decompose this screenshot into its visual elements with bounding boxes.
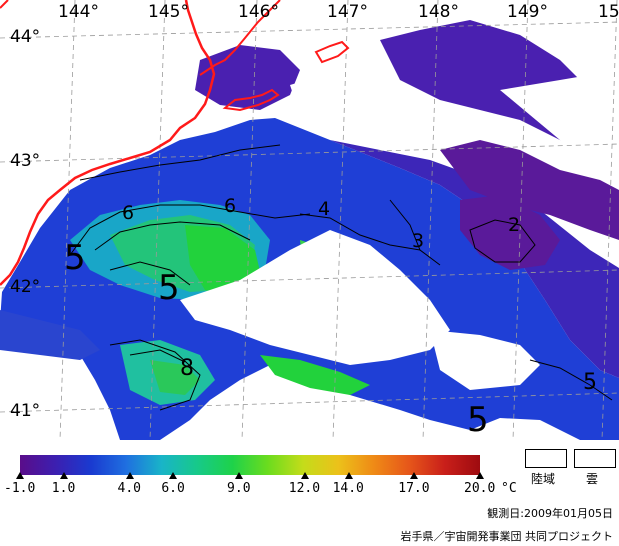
lon-label: 145° [148, 2, 189, 22]
temperature-colorbar [20, 455, 480, 475]
lat-label: 43° [10, 151, 41, 171]
graticule [0, 0, 619, 440]
contour-label: 6 [122, 202, 135, 224]
colorbar-tick [169, 472, 178, 479]
sst-warm-core [185, 225, 262, 295]
sst-map [0, 0, 619, 440]
coastline-island [314, 40, 350, 64]
contour-label: 5 [158, 268, 180, 308]
sst-northeast-patch [440, 140, 619, 240]
coastline-island [0, 0, 9, 9]
lon-label: 149° [507, 2, 548, 22]
lon-label: 144° [58, 2, 99, 22]
credit-line: 岩手県／宇宙開発事業団 共同プロジェクト [400, 530, 614, 543]
contour-label: 5 [583, 370, 597, 395]
observation-date: 観測日:2009年01月05日 [487, 507, 613, 520]
colorbar-tick [410, 472, 419, 479]
isotherm-contours [69, 144, 613, 411]
sst-warm-streamer [260, 355, 370, 395]
cloud-region [0, 0, 175, 140]
cloud-legend-label: 雲 [586, 472, 599, 486]
contour-label: 5 [64, 238, 86, 278]
contour-label: 8 [180, 356, 194, 381]
cloud-region [180, 230, 450, 365]
coastline-island [222, 88, 280, 112]
colorbar-tick [235, 472, 244, 479]
lon-label: 146° [238, 2, 279, 22]
colorbar-tick [125, 472, 134, 479]
cloud-legend-swatch [574, 449, 616, 468]
colorbar-tick-label: 14.0 [332, 481, 364, 496]
colorbar-tick-label: 12.0 [288, 481, 321, 496]
lon-label: 147° [327, 2, 368, 22]
colorbar-tick-label: 17.0 [398, 481, 430, 496]
temperature-unit: °C [501, 481, 517, 496]
contour-label: 4 [318, 198, 331, 220]
colorbar-tick-label: 6.0 [161, 481, 185, 496]
lon-label: 15 [598, 2, 619, 22]
sst-southwest-patch [0, 310, 100, 360]
contour-label: 2 [508, 214, 521, 236]
colorbar-tick-label: 9.0 [227, 481, 251, 496]
colorbar-tick-label: 20.0 [464, 481, 496, 496]
cloud-region [430, 330, 540, 390]
colorbar-gradient [20, 455, 480, 475]
coastline-shiretoko [199, 0, 281, 76]
colorbar-tick [16, 472, 24, 479]
colorbar-tick-label: -1.0 [4, 481, 36, 496]
sst-warm-streamer [150, 360, 200, 395]
contour-label: 6 [224, 195, 237, 217]
land-legend-swatch [525, 449, 567, 468]
colorbar-tick-label: 1.0 [51, 481, 76, 496]
coastline-hokkaido [0, 0, 216, 286]
cloud-region [290, 70, 400, 130]
colorbar-tick [59, 472, 68, 479]
contour-label: 5 [467, 400, 489, 440]
colorbar-tick [344, 472, 353, 479]
land-legend-label: 陸域 [531, 472, 556, 486]
colorbar-tick-label: 4.0 [117, 481, 141, 496]
colorbar-tick [476, 472, 484, 479]
lat-label: 42° [10, 277, 41, 297]
lat-label: 44° [10, 27, 41, 47]
contour-label: 3 [412, 230, 425, 252]
lat-label: 41° [10, 401, 41, 421]
colorbar-tick [300, 472, 309, 479]
sst-purple-area [460, 195, 560, 270]
lon-label: 148° [418, 2, 459, 22]
